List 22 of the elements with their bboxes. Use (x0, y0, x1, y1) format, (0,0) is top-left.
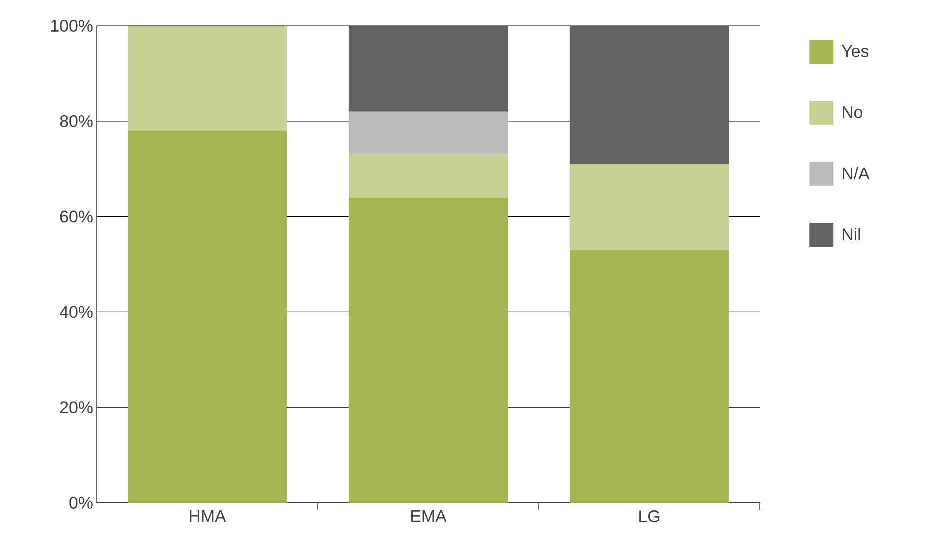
bar (348, 26, 508, 112)
y-tick-label: 40% (60, 306, 93, 318)
bar (128, 26, 288, 131)
x-tick-label: EMA (412, 510, 447, 522)
bar (570, 250, 730, 503)
legend-label: Yes (842, 46, 869, 58)
bar (348, 154, 508, 198)
bar (570, 26, 730, 164)
y-tick-label: 100% (51, 20, 93, 32)
bar (348, 198, 508, 503)
legend-label: No (842, 106, 863, 118)
x-tick-label: HMA (190, 510, 226, 522)
y-tick-label: 60% (60, 210, 93, 223)
legend-label: N/A (842, 167, 870, 180)
x-tick-label: LG (640, 510, 660, 523)
legend-label: Nil (842, 228, 860, 240)
bar (348, 112, 508, 155)
bar (570, 164, 730, 250)
y-tick-label: 0% (70, 497, 93, 510)
y-tick-label: 80% (60, 115, 93, 128)
y-tick-label: 20% (60, 402, 93, 414)
bar (128, 130, 288, 503)
